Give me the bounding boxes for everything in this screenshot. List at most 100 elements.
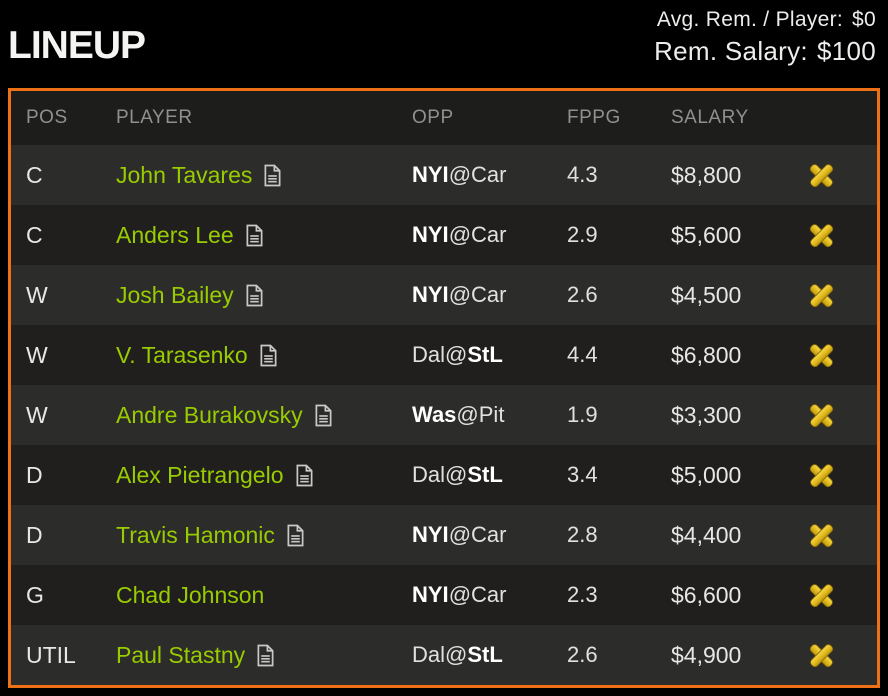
position-cell: D: [26, 461, 43, 488]
opp-home: @Car: [448, 282, 507, 307]
remove-cell: [801, 400, 877, 431]
remove-cell: [801, 460, 877, 491]
column-header-salary: SALARY: [671, 107, 749, 128]
fppg-cell: 4.3: [567, 162, 598, 187]
opponent-cell: NYI@Car: [412, 522, 567, 548]
player-name-link[interactable]: Paul Stastny: [116, 641, 246, 668]
salary-cell: $4,400: [671, 521, 742, 548]
player-news-icon[interactable]: [314, 404, 333, 427]
player-name-link[interactable]: Andre Burakovsky: [116, 401, 303, 428]
opp-team-bold: NYI: [412, 522, 449, 547]
page-title: LINEUP: [8, 24, 146, 67]
table-row: G Chad Johnson NYI@Car 2.3 $6,600: [11, 565, 877, 625]
opp-home: @Car: [448, 522, 507, 547]
opponent-cell: NYI@Car: [412, 222, 567, 248]
position-cell: W: [26, 341, 48, 368]
player-news-icon[interactable]: [245, 284, 264, 307]
player-news-icon[interactable]: [263, 164, 282, 187]
player-cell: Anders Lee: [116, 222, 412, 249]
fppg-cell: 3.4: [567, 462, 598, 487]
salary-cell: $5,600: [671, 221, 742, 248]
position-cell: G: [26, 581, 44, 608]
table-row: D Alex Pietrangelo Dal@StL 3.4 $5,000: [11, 445, 877, 505]
remove-player-button[interactable]: [805, 520, 838, 551]
opp-home: @Car: [448, 222, 507, 247]
player-cell: Paul Stastny: [116, 642, 412, 669]
position-cell: W: [26, 281, 48, 308]
remove-cell: [801, 640, 877, 671]
player-cell: Chad Johnson: [116, 582, 412, 609]
table-row: W V. Tarasenko Dal@StL 4.4 $6,800: [11, 325, 877, 385]
remaining-salary-label: Rem. Salary:: [654, 36, 808, 66]
salary-cell: $3,300: [671, 401, 742, 428]
position-cell: W: [26, 401, 48, 428]
remove-player-button[interactable]: [805, 400, 838, 431]
remove-player-button[interactable]: [805, 220, 838, 251]
table-row: W Andre Burakovsky Was@Pit 1.9 $3,300: [11, 385, 877, 445]
player-news-icon[interactable]: [256, 644, 275, 667]
opp-team-bold: StL: [467, 642, 503, 667]
remove-cell: [801, 280, 877, 311]
opponent-cell: Dal@StL: [412, 642, 567, 668]
remove-cell: [801, 340, 877, 371]
avg-remaining-value: $0: [852, 8, 876, 31]
top-bar: LINEUP Avg. Rem. / Player: $0 Rem. Salary…: [0, 0, 888, 88]
opponent-cell: NYI@Car: [412, 162, 567, 188]
player-news-icon[interactable]: [286, 524, 305, 547]
fppg-cell: 2.6: [567, 642, 598, 667]
fppg-cell: 2.8: [567, 522, 598, 547]
remove-player-button[interactable]: [805, 580, 838, 611]
column-header-fppg: FPPG: [567, 107, 621, 128]
column-header-pos: POS: [26, 107, 68, 128]
player-news-icon[interactable]: [295, 464, 314, 487]
player-name-link[interactable]: Travis Hamonic: [116, 521, 275, 548]
column-header-opp: OPP: [412, 107, 454, 128]
avg-remaining-label: Avg. Rem. / Player:: [656, 8, 844, 31]
salary-cell: $4,500: [671, 281, 742, 308]
player-name-link[interactable]: John Tavares: [116, 161, 253, 188]
player-cell: Travis Hamonic: [116, 522, 412, 549]
table-row: C Anders Lee NYI@Car 2.9 $5,600: [11, 205, 877, 265]
opp-away: Dal@: [412, 462, 468, 487]
opp-home: @Car: [448, 162, 507, 187]
fppg-cell: 4.4: [567, 342, 598, 367]
player-news-icon[interactable]: [259, 344, 278, 367]
player-cell: Josh Bailey: [116, 282, 412, 309]
opponent-cell: NYI@Car: [412, 582, 567, 608]
opponent-cell: Was@Pit: [412, 402, 567, 428]
opp-team-bold: StL: [467, 462, 503, 487]
remove-cell: [801, 160, 877, 191]
table-header-row: POS PLAYER OPP FPPG SALARY: [11, 91, 877, 145]
player-cell: Andre Burakovsky: [116, 402, 412, 429]
opp-home: @Car: [448, 582, 507, 607]
remove-player-button[interactable]: [805, 160, 838, 191]
remove-player-button[interactable]: [805, 460, 838, 491]
remove-player-button[interactable]: [805, 640, 838, 671]
remove-cell: [801, 220, 877, 251]
salary-summary: Avg. Rem. / Player: $0 Rem. Salary: $100: [654, 5, 876, 68]
opp-team-bold: Was: [412, 402, 457, 427]
player-name-link[interactable]: Chad Johnson: [116, 581, 265, 608]
remove-player-button[interactable]: [805, 340, 838, 371]
player-name-link[interactable]: V. Tarasenko: [116, 341, 248, 368]
player-name-link[interactable]: Josh Bailey: [116, 281, 234, 308]
fppg-cell: 2.9: [567, 222, 598, 247]
player-cell: John Tavares: [116, 162, 412, 189]
player-name-link[interactable]: Anders Lee: [116, 221, 234, 248]
salary-cell: $6,600: [671, 581, 742, 608]
player-name-link[interactable]: Alex Pietrangelo: [116, 461, 284, 488]
player-cell: V. Tarasenko: [116, 342, 412, 369]
salary-cell: $8,800: [671, 161, 742, 188]
remove-player-button[interactable]: [805, 280, 838, 311]
avg-remaining-per-player: Avg. Rem. / Player: $0: [654, 5, 876, 35]
position-cell: C: [26, 161, 43, 188]
remove-cell: [801, 520, 877, 551]
fppg-cell: 1.9: [567, 402, 598, 427]
player-news-icon[interactable]: [245, 224, 264, 247]
position-cell: C: [26, 221, 43, 248]
salary-cell: $5,000: [671, 461, 742, 488]
remove-cell: [801, 580, 877, 611]
opp-team-bold: NYI: [412, 222, 449, 247]
fppg-cell: 2.6: [567, 282, 598, 307]
table-row: W Josh Bailey NYI@Car 2.6 $4,500: [11, 265, 877, 325]
